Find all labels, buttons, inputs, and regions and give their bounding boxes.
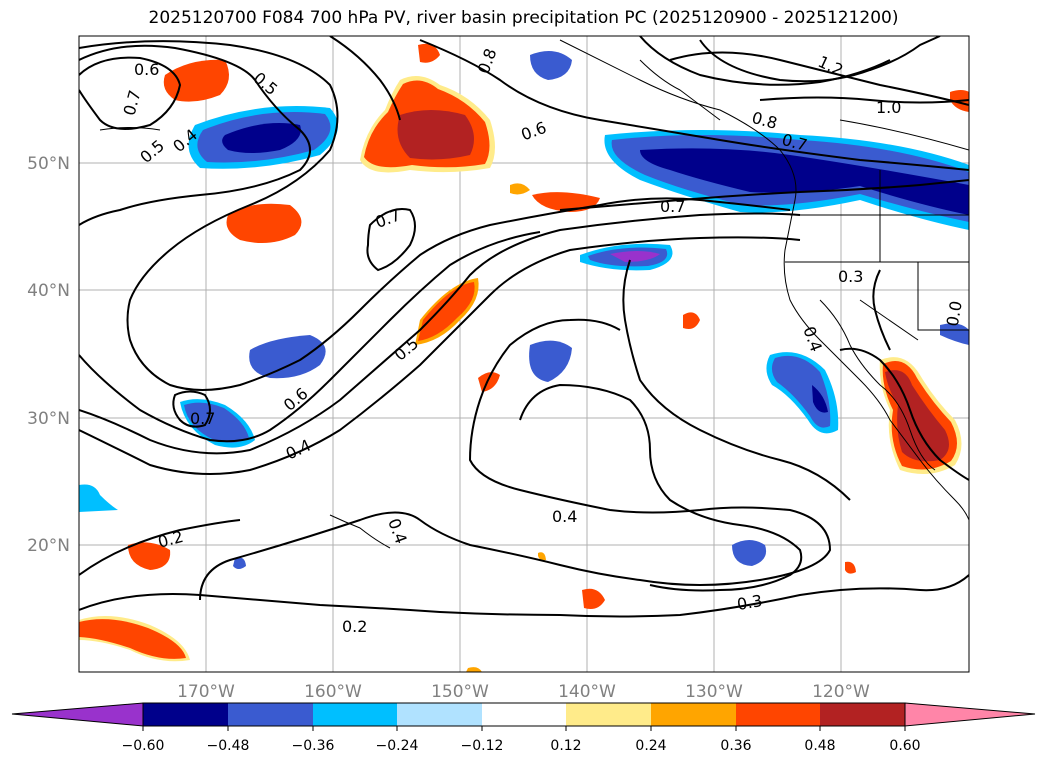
- pv-contours: [79, 36, 969, 618]
- colorbar-segment: [143, 703, 228, 726]
- contour-label: 1.0: [876, 98, 901, 117]
- colorbar-extend-left: [11, 702, 144, 727]
- colorbar-tick-label: 0.60: [889, 738, 920, 754]
- contour-label: 0.6: [134, 60, 159, 79]
- negative-pc-areas: [79, 51, 969, 569]
- blob-blue-west: [249, 335, 326, 379]
- map-frame: [78, 35, 970, 673]
- contour-label: 0.7: [190, 409, 215, 428]
- lon-label: 130°W: [685, 682, 743, 702]
- contour-label: 0.7: [660, 197, 685, 216]
- colorbar-tick-label: −0.12: [461, 738, 504, 754]
- colorbar-tick-label: −0.24: [376, 738, 419, 754]
- lat-label: 20°N: [27, 536, 70, 556]
- colorbar-segment: [482, 703, 566, 726]
- colorbar-segment: [566, 703, 651, 726]
- longitude-labels: 170°W 160°W 150°W 140°W 130°W 120°W: [177, 682, 870, 702]
- lon-label: 140°W: [558, 682, 616, 702]
- lon-label: 150°W: [431, 682, 489, 702]
- colorbar-segment: [397, 703, 482, 726]
- colorbar-segment: [736, 703, 820, 726]
- lon-label: 160°W: [304, 682, 362, 702]
- contour-label: 0.3: [838, 267, 863, 286]
- blob-red-nw: [163, 59, 229, 102]
- colorbar-tick-label: −0.36: [292, 738, 335, 754]
- colorbar-segment: [228, 703, 313, 726]
- contour-label: 0.4: [552, 507, 577, 526]
- lat-label: 40°N: [27, 281, 70, 301]
- lon-label: 120°W: [812, 682, 870, 702]
- colorbar-segment: [313, 703, 397, 726]
- lat-label: 50°N: [27, 154, 70, 174]
- contour-label: 0.2: [342, 617, 367, 636]
- colorbar-segment: [651, 703, 736, 726]
- colorbar-tick-label: 0.48: [804, 738, 835, 754]
- colorbar-extend-right: [904, 702, 1036, 727]
- chart-title: 2025120700 F084 700 hPa PV, river basin …: [148, 8, 899, 28]
- colorbar: −0.60 −0.48 −0.36 −0.24 −0.12 0.12 0.24 …: [11, 702, 1036, 754]
- colorbar-segment: [820, 703, 905, 726]
- colorbar-tick-label: 0.36: [720, 738, 751, 754]
- contour-label: 0.3: [735, 591, 763, 614]
- colorbar-tick-label: 0.24: [635, 738, 666, 754]
- coastlines: [99, 39, 969, 549]
- contour-label: 0.0: [943, 299, 966, 327]
- lon-label: 170°W: [177, 682, 235, 702]
- colorbar-tick-label: 0.12: [550, 738, 581, 754]
- colorbar-tick-label: −0.48: [207, 738, 250, 754]
- colorbar-tick-label: −0.60: [122, 738, 165, 754]
- lat-label: 30°N: [27, 409, 70, 429]
- latitude-labels: 50°N 40°N 30°N 20°N: [27, 154, 70, 556]
- map-area: 0.6 0.7 0.5 0.4 0.5 0.8 0.6 1.2 1.0 0.8 …: [79, 36, 969, 672]
